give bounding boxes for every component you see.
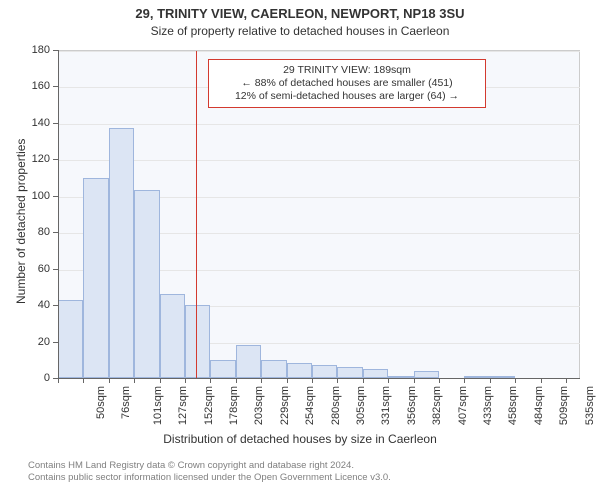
x-tick-label: 203sqm: [254, 386, 266, 425]
callout-line: 12% of semi-detached houses are larger (…: [213, 90, 481, 103]
x-tick-mark: [464, 378, 465, 383]
callout-box: 29 TRINITY VIEW: 189sqm← 88% of detached…: [208, 59, 486, 108]
footer-text: Contains HM Land Registry data © Crown c…: [0, 460, 600, 484]
y-tick-label: 0: [0, 372, 50, 384]
histogram-bar: [363, 369, 388, 378]
x-tick-label: 356sqm: [406, 386, 418, 425]
x-tick-mark: [312, 378, 313, 383]
histogram-bar: [210, 360, 235, 378]
x-axis-line: [58, 378, 580, 379]
x-tick-mark: [210, 378, 211, 383]
y-tick-label: 140: [0, 117, 50, 129]
y-grid-line: [58, 160, 580, 161]
y-tick-label: 20: [0, 336, 50, 348]
histogram-bar: [287, 363, 312, 378]
x-tick-mark: [236, 378, 237, 383]
x-tick-label: 50sqm: [95, 386, 107, 419]
histogram-bar: [414, 371, 439, 378]
x-tick-mark: [566, 378, 567, 383]
x-tick-label: 535sqm: [584, 386, 596, 425]
y-tick-label: 160: [0, 80, 50, 92]
x-tick-label: 331sqm: [381, 386, 393, 425]
x-tick-label: 382sqm: [431, 386, 443, 425]
x-tick-label: 127sqm: [177, 386, 189, 425]
x-tick-label: 458sqm: [508, 386, 520, 425]
x-tick-label: 76sqm: [120, 386, 132, 419]
reference-line: [196, 51, 197, 379]
x-tick-mark: [414, 378, 415, 383]
x-tick-label: 509sqm: [558, 386, 570, 425]
x-tick-mark: [490, 378, 491, 383]
x-tick-label: 254sqm: [304, 386, 316, 425]
x-tick-mark: [185, 378, 186, 383]
y-tick-label: 120: [0, 153, 50, 165]
x-tick-label: 101sqm: [152, 386, 164, 425]
x-tick-label: 152sqm: [203, 386, 215, 425]
x-tick-mark: [541, 378, 542, 383]
x-tick-mark: [439, 378, 440, 383]
x-tick-mark: [515, 378, 516, 383]
x-tick-label: 305sqm: [355, 386, 367, 425]
footer-line: Contains public sector information licen…: [28, 472, 600, 484]
x-tick-label: 433sqm: [482, 386, 494, 425]
x-tick-mark: [337, 378, 338, 383]
x-tick-mark: [287, 378, 288, 383]
x-tick-label: 484sqm: [533, 386, 545, 425]
x-tick-label: 178sqm: [228, 386, 240, 425]
callout-line: 29 TRINITY VIEW: 189sqm: [213, 64, 481, 77]
x-tick-mark: [58, 378, 59, 383]
chart-subtitle: Size of property relative to detached ho…: [0, 24, 600, 38]
y-tick-label: 100: [0, 190, 50, 202]
histogram-bar: [58, 300, 83, 378]
footer-line: Contains HM Land Registry data © Crown c…: [28, 460, 600, 472]
y-tick-label: 40: [0, 299, 50, 311]
y-tick-label: 180: [0, 44, 50, 56]
y-tick-label: 60: [0, 263, 50, 275]
histogram-bar: [312, 365, 337, 378]
y-tick-label: 80: [0, 226, 50, 238]
x-tick-mark: [134, 378, 135, 383]
x-tick-mark: [261, 378, 262, 383]
y-grid-line: [58, 124, 580, 125]
x-axis-title: Distribution of detached houses by size …: [0, 432, 600, 446]
x-tick-mark: [363, 378, 364, 383]
histogram-bar: [261, 360, 286, 378]
x-tick-mark: [109, 378, 110, 383]
callout-line: ← 88% of detached houses are smaller (45…: [213, 77, 481, 90]
x-tick-mark: [160, 378, 161, 383]
histogram-bar: [337, 367, 362, 378]
x-tick-label: 280sqm: [330, 386, 342, 425]
y-grid-line: [58, 51, 580, 52]
x-tick-mark: [83, 378, 84, 383]
histogram-bar: [236, 345, 261, 378]
histogram-bar: [185, 305, 210, 378]
chart-container: { "layout": { "plot": { "left": 58, "top…: [0, 0, 600, 500]
x-tick-label: 229sqm: [279, 386, 291, 425]
histogram-bar: [134, 190, 159, 378]
histogram-bar: [160, 294, 185, 378]
x-tick-mark: [388, 378, 389, 383]
histogram-bar: [83, 178, 108, 378]
plot-area: 29 TRINITY VIEW: 189sqm← 88% of detached…: [58, 50, 580, 378]
histogram-bar: [109, 128, 134, 378]
x-tick-label: 407sqm: [457, 386, 469, 425]
y-axis-line: [58, 50, 59, 378]
chart-title: 29, TRINITY VIEW, CAERLEON, NEWPORT, NP1…: [0, 6, 600, 21]
